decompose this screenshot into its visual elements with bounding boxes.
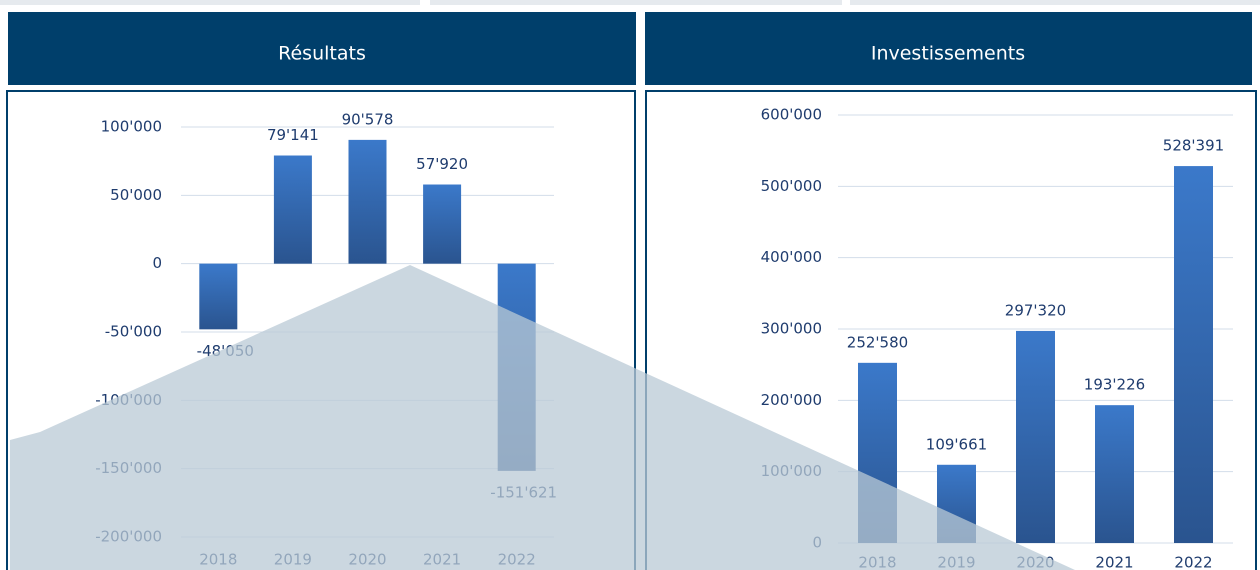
bar [348, 139, 387, 264]
top-strip [850, 0, 1260, 5]
y-tick-label: 400'000 [761, 248, 822, 266]
bar [199, 263, 238, 330]
value-label: 79'141 [267, 126, 319, 144]
y-tick-label: 100'000 [101, 118, 162, 136]
value-label: 109'661 [926, 435, 987, 453]
bar [1095, 405, 1134, 543]
y-tick-label: 0 [152, 254, 162, 272]
top-strip [0, 0, 420, 5]
panel-border [645, 90, 1257, 570]
value-label: 57'920 [416, 155, 468, 173]
value-label: 252'580 [847, 333, 908, 351]
top-strip [430, 0, 842, 5]
value-label: 193'226 [1084, 376, 1145, 394]
x-tick-label: 2022 [1174, 554, 1212, 570]
bar [273, 155, 312, 264]
y-tick-label: 50'000 [110, 186, 162, 204]
bar [1016, 330, 1055, 543]
y-tick-label: 600'000 [761, 106, 822, 124]
y-tick-label: 300'000 [761, 320, 822, 338]
bar [1174, 166, 1213, 543]
panel-border [6, 90, 636, 570]
header [645, 12, 1252, 85]
value-label: 90'578 [342, 110, 394, 128]
header [8, 12, 636, 85]
value-label: 297'320 [1005, 301, 1066, 319]
x-tick-label: 2021 [1095, 554, 1133, 570]
y-tick-label: 200'000 [761, 391, 822, 409]
chart-title: Investissements [871, 43, 1025, 65]
chart-title: Résultats [278, 43, 366, 65]
y-tick-label: -50'000 [105, 323, 162, 341]
bar [423, 184, 462, 264]
y-tick-label: 500'000 [761, 177, 822, 195]
overlay-shape [10, 265, 1075, 570]
value-label: 528'391 [1163, 137, 1224, 155]
